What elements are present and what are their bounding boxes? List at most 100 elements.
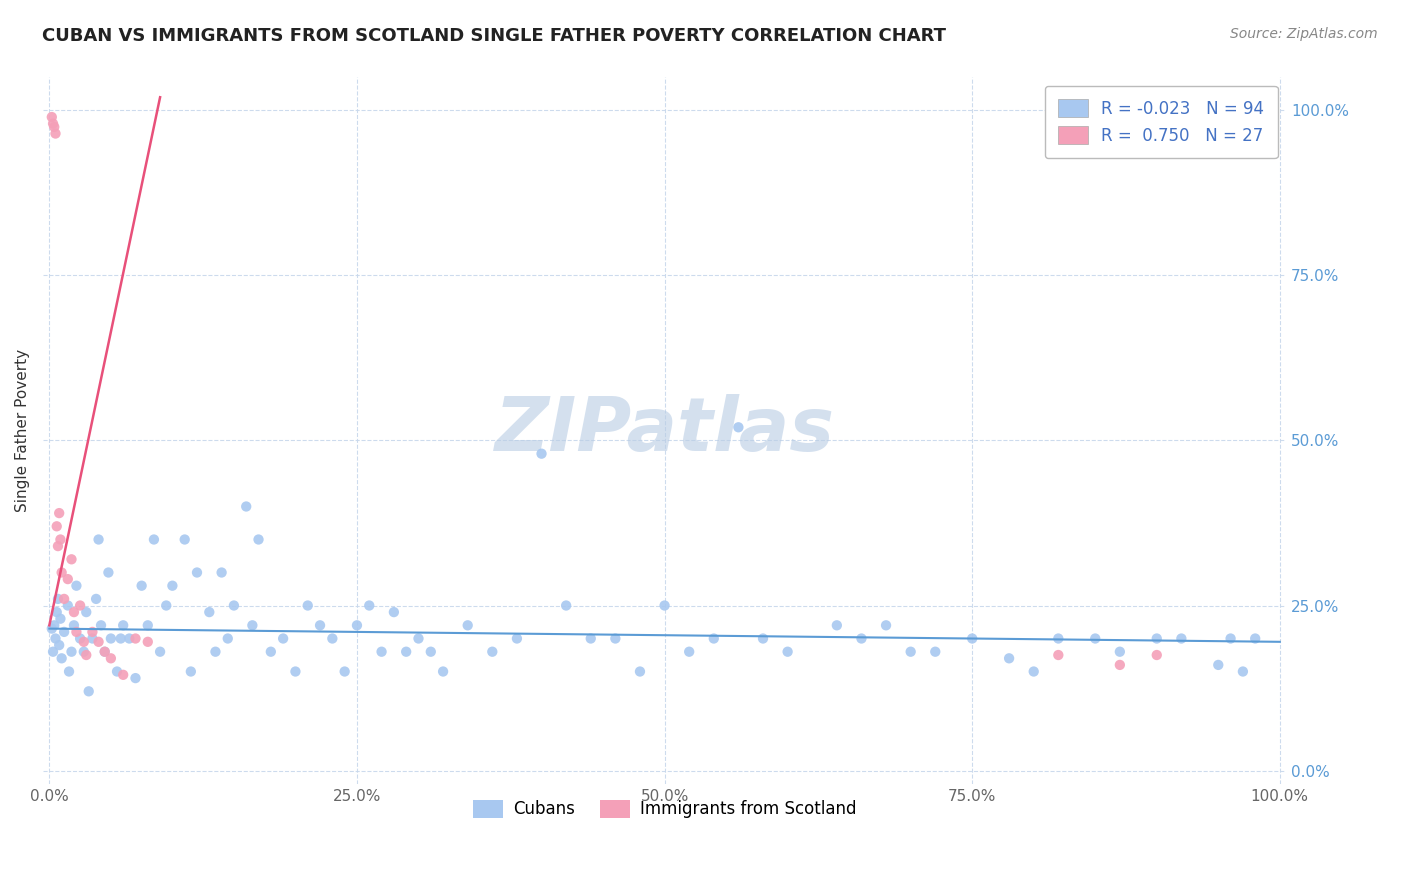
Point (198, 605, 221, 619)
Point (131, 579, 153, 593)
Point (211, 566, 233, 580)
Point (382, 605, 405, 619)
Point (530, 447, 553, 461)
Point (124, 671, 146, 685)
Point (48, 506, 70, 520)
Point (142, 533, 165, 547)
Point (776, 645, 799, 659)
Point (42, 645, 65, 659)
Point (97, 566, 120, 580)
Point (1022, 665, 1045, 679)
Point (105, 665, 128, 679)
Point (998, 651, 1021, 665)
Point (49, 533, 72, 547)
Point (222, 599, 245, 613)
Point (1146, 632, 1168, 646)
Point (51, 566, 73, 580)
Point (1244, 632, 1267, 646)
Point (100, 651, 122, 665)
Point (875, 618, 897, 632)
Point (46, 539, 69, 553)
Point (260, 645, 283, 659)
Point (60, 645, 83, 659)
Point (851, 632, 873, 646)
Point (1047, 632, 1070, 646)
Point (51, 651, 73, 665)
Point (56, 572, 79, 586)
Point (419, 645, 441, 659)
Point (63, 605, 86, 619)
Point (100, 632, 122, 646)
Point (48, 638, 70, 652)
Point (136, 618, 159, 632)
Point (162, 579, 184, 593)
Point (69, 632, 91, 646)
Point (1047, 648, 1070, 662)
Point (924, 645, 946, 659)
Point (900, 645, 922, 659)
Point (65, 579, 87, 593)
Point (605, 632, 627, 646)
Point (46, 591, 69, 606)
Point (1219, 632, 1241, 646)
Point (408, 632, 430, 646)
Point (149, 645, 172, 659)
Point (75, 605, 97, 619)
Point (49, 612, 72, 626)
Point (825, 618, 848, 632)
Point (654, 599, 676, 613)
Point (41, 110, 63, 124)
Point (960, 632, 983, 646)
Point (173, 533, 195, 547)
Point (727, 420, 749, 434)
Point (45, 605, 67, 619)
Point (44, 120, 66, 134)
Point (53, 591, 76, 606)
Point (346, 618, 368, 632)
Point (93, 645, 115, 659)
Point (271, 632, 294, 646)
Point (432, 665, 454, 679)
Text: ZIPatlas: ZIPatlas (495, 394, 835, 467)
Point (112, 668, 135, 682)
Point (87, 635, 110, 649)
Point (44, 632, 66, 646)
Point (579, 632, 602, 646)
Point (82, 632, 104, 646)
Point (73, 645, 96, 659)
Point (1206, 657, 1229, 672)
Point (75, 648, 97, 662)
Point (82, 624, 104, 639)
Point (41, 622, 63, 636)
Text: Source: ZipAtlas.com: Source: ZipAtlas.com (1230, 27, 1378, 41)
Point (1146, 648, 1168, 662)
Point (628, 665, 651, 679)
Point (63, 618, 86, 632)
Text: CUBAN VS IMMIGRANTS FROM SCOTLAND SINGLE FATHER POVERTY CORRELATION CHART: CUBAN VS IMMIGRANTS FROM SCOTLAND SINGLE… (42, 27, 946, 45)
Y-axis label: Single Father Poverty: Single Father Poverty (15, 349, 30, 512)
Point (84, 591, 107, 606)
Point (69, 599, 91, 613)
Point (93, 645, 115, 659)
Point (678, 645, 700, 659)
Point (56, 599, 79, 613)
Point (45, 519, 67, 533)
Point (44, 127, 66, 141)
Point (77, 684, 100, 698)
Point (73, 635, 96, 649)
Point (87, 533, 110, 547)
Point (370, 645, 392, 659)
Point (1232, 665, 1254, 679)
Point (359, 599, 381, 613)
Legend: Cubans, Immigrants from Scotland: Cubans, Immigrants from Scotland (467, 793, 863, 825)
Point (90, 618, 112, 632)
Point (555, 599, 578, 613)
Point (1084, 632, 1107, 646)
Point (60, 552, 83, 566)
Point (1108, 645, 1130, 659)
Point (284, 665, 307, 679)
Point (297, 599, 319, 613)
Point (53, 624, 76, 639)
Point (506, 632, 529, 646)
Point (110, 632, 132, 646)
